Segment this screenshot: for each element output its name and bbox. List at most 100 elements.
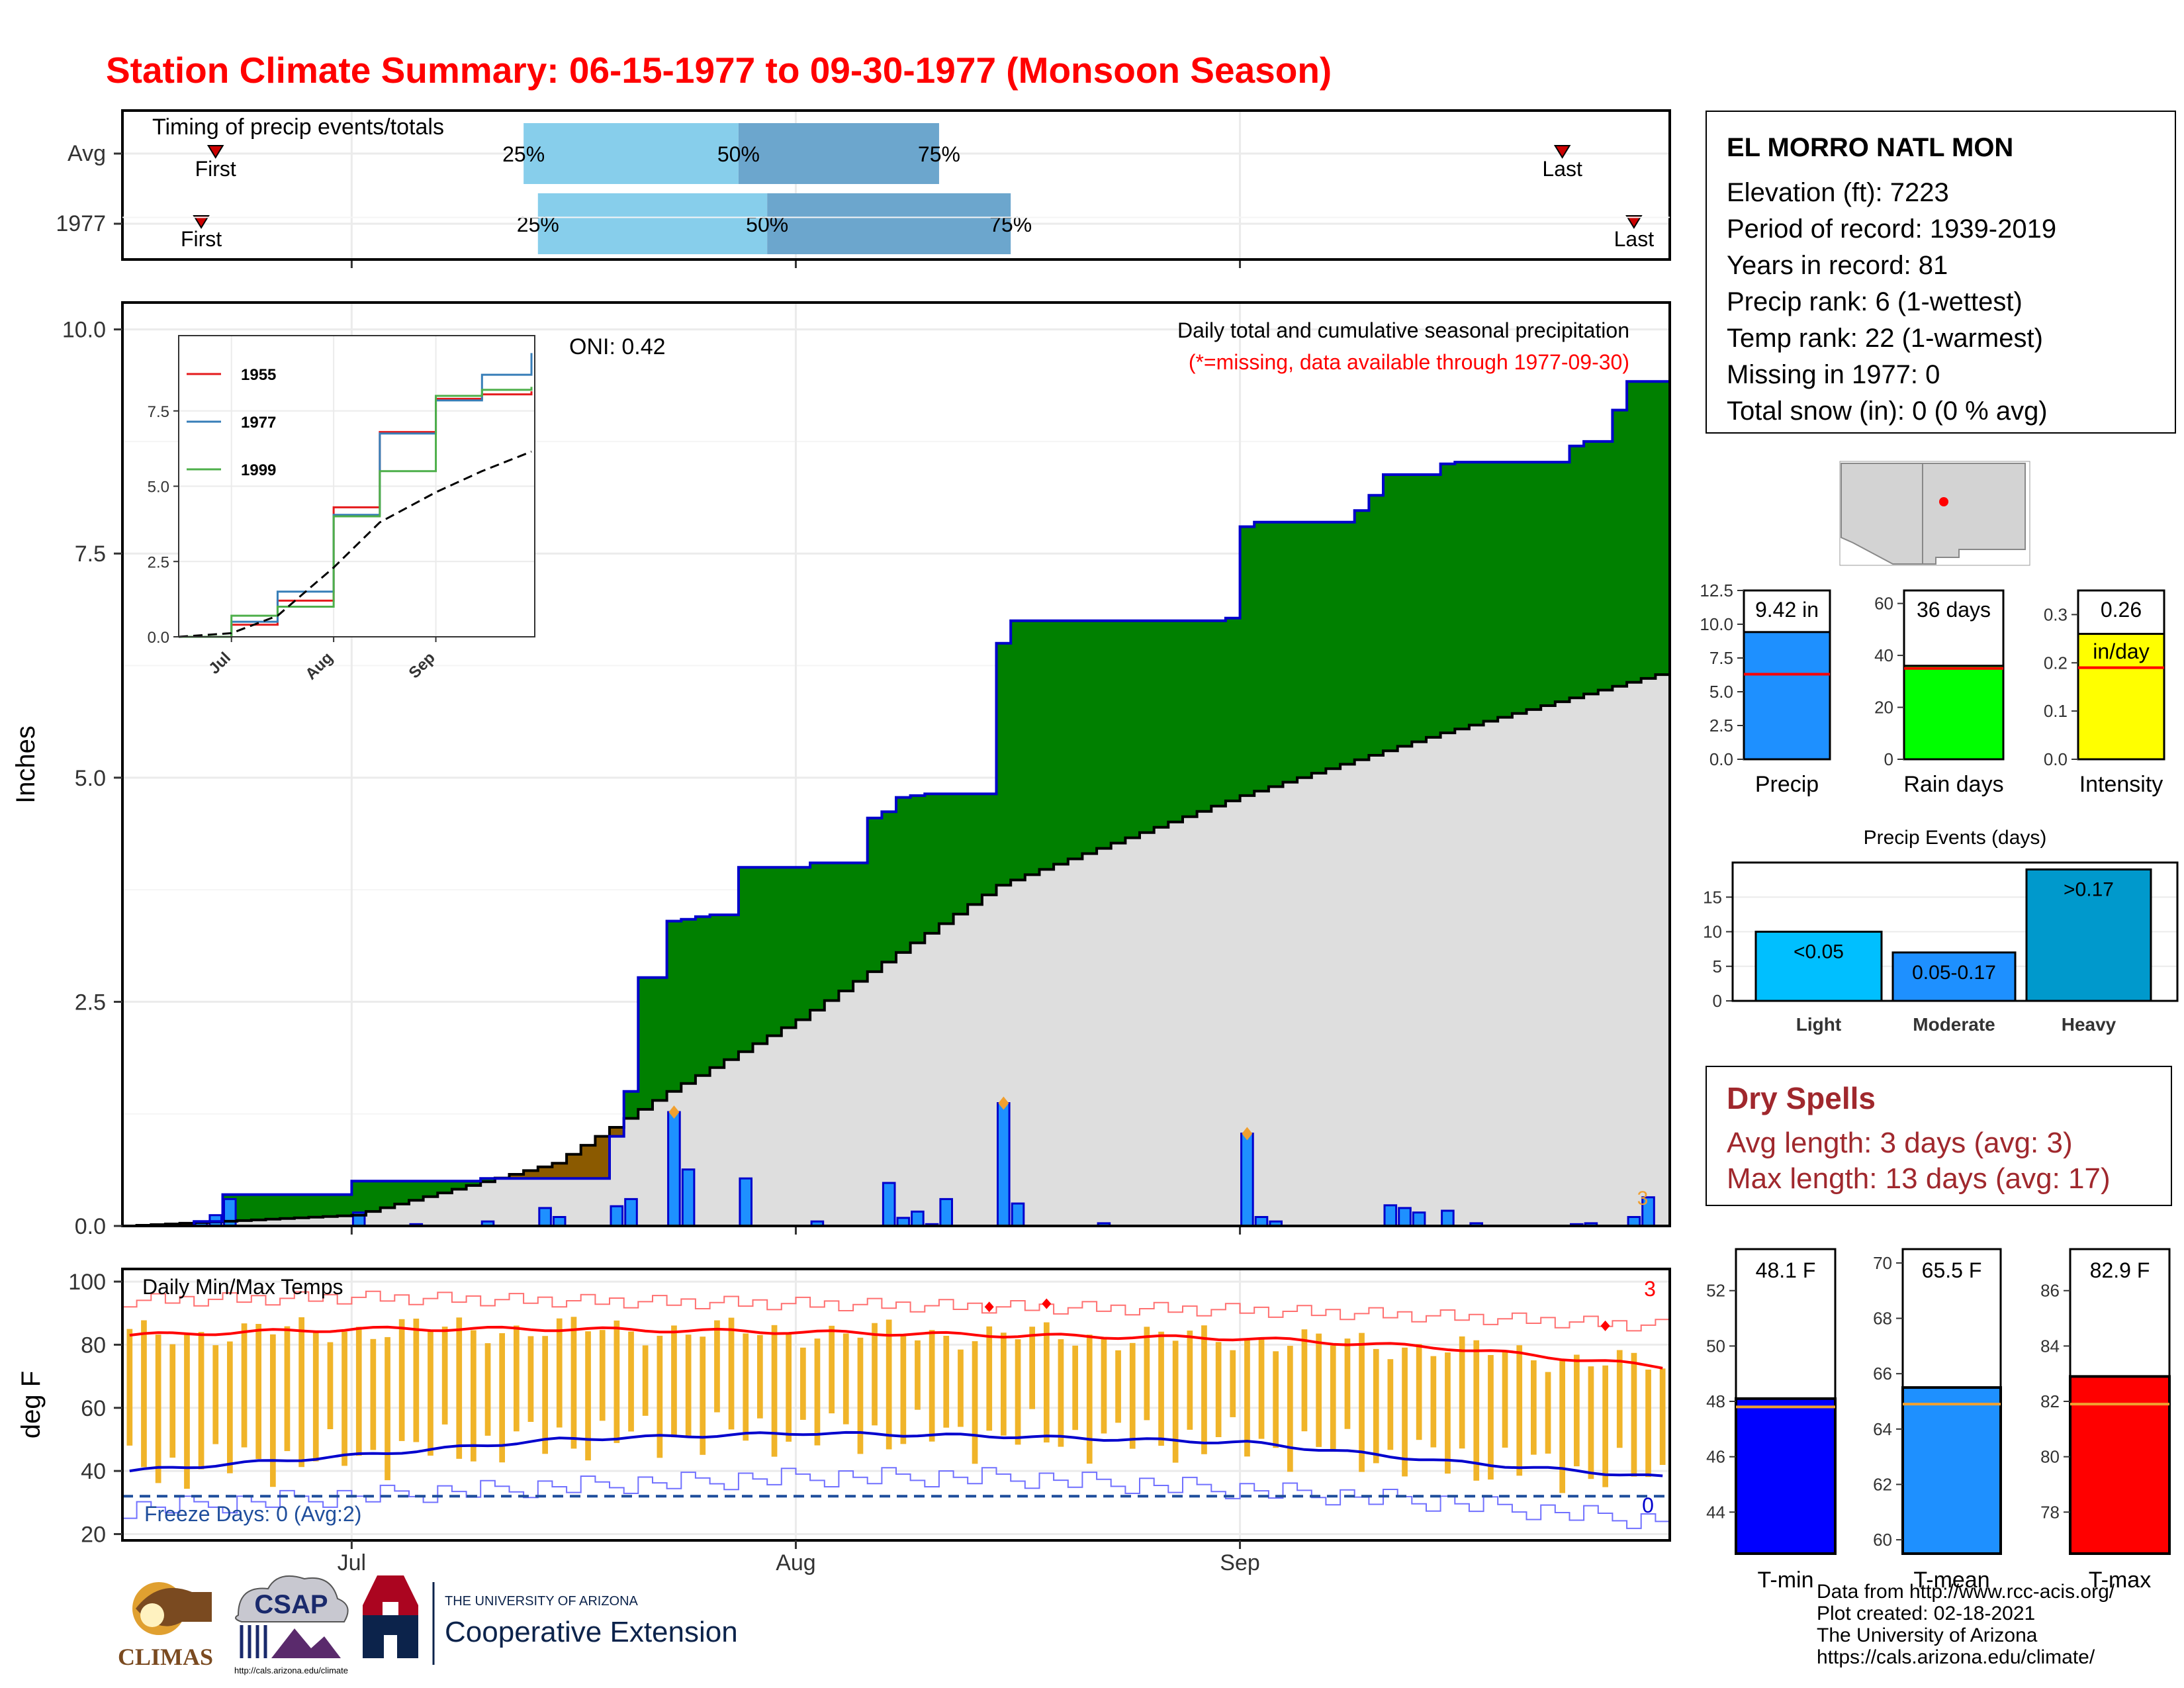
daily-temp-bar	[1001, 1333, 1007, 1436]
daily-temp-bar	[929, 1330, 935, 1442]
above-normal-fill	[1598, 441, 1613, 690]
daily-temp-bar	[1659, 1368, 1666, 1465]
above-normal-fill	[839, 863, 854, 991]
daily-temp-bar	[126, 1329, 133, 1446]
min-record-count: 0	[1642, 1493, 1654, 1517]
daily-temp-bar	[484, 1343, 491, 1436]
daily-temp-bar	[1287, 1346, 1293, 1472]
above-normal-fill	[1412, 475, 1427, 742]
timing-bar-late	[738, 123, 939, 184]
temp-summary-ytick-label: 46	[1706, 1447, 1725, 1467]
timing-title: Timing of precip events/totals	[152, 115, 444, 140]
summary-precip-ytick-label: 7.5	[1709, 648, 1733, 668]
daily-temp-bar	[1330, 1345, 1336, 1452]
above-normal-fill	[996, 643, 1011, 886]
daily-temp-bar	[642, 1345, 649, 1416]
daily-temp-bar	[1445, 1352, 1451, 1474]
csap-logo: CSAP http://cals.arizona.edu/climate	[234, 1575, 349, 1675]
temp-summary-value: 82.9 F	[2090, 1258, 2150, 1282]
above-normal-fill	[968, 794, 983, 905]
temp-summary-ytick-label: 50	[1706, 1336, 1725, 1356]
below-normal-fill	[509, 1174, 524, 1179]
above-normal-fill	[1569, 445, 1584, 698]
events-bar-moderate	[1891, 951, 2017, 1002]
above-normal-fill	[1168, 620, 1183, 822]
temp-xtick-label: Aug	[776, 1550, 816, 1575]
above-normal-fill	[1311, 522, 1326, 773]
daily-temp-bar	[1459, 1336, 1465, 1449]
page-title: Station Climate Summary: 06-15-1977 to 0…	[106, 50, 1332, 91]
above-normal-fill	[882, 812, 897, 962]
timing-bar-early	[537, 193, 768, 254]
timing-last-marker	[1625, 215, 1643, 229]
daily-temp-bar	[685, 1335, 692, 1437]
dry-spells-title: Dry Spells	[1727, 1081, 1876, 1115]
inset-legend-label: 1977	[241, 414, 276, 432]
precip-ytick-label: 0.0	[75, 1214, 106, 1239]
above-normal-fill	[294, 1194, 309, 1218]
timing-last-marker	[1553, 145, 1571, 159]
credits-data-source: Data from http://www.rcc-acis.org/	[1817, 1581, 2115, 1603]
timing-last-label: Last	[1614, 227, 1655, 251]
record-min-line	[122, 1467, 1670, 1529]
summary-precip-value: 36 days	[1917, 598, 1991, 622]
daily-temp-bar	[1588, 1366, 1594, 1479]
daily-temp-bar	[1129, 1342, 1136, 1449]
inset-chart: 0.0 2.5 5.0 7.5 Jul Aug Sep 1955 1977 1999	[148, 335, 535, 683]
daily-temp-bar	[1616, 1350, 1623, 1448]
daily-temp-bar	[1273, 1351, 1279, 1448]
above-normal-fill	[409, 1181, 424, 1201]
above-normal-fill	[810, 863, 825, 1010]
timing-first-marker	[206, 145, 224, 159]
above-normal-fill	[623, 1091, 639, 1119]
temp-summary-ytick-label: 80	[2040, 1447, 2060, 1467]
daily-temp-bar	[155, 1335, 161, 1483]
above-normal-fill	[695, 916, 711, 1076]
above-normal-fill	[781, 867, 796, 1028]
above-normal-fill	[466, 1181, 481, 1186]
daily-temp-bar	[527, 1336, 534, 1422]
above-normal-fill	[653, 977, 668, 1101]
summary-precip-ytick-label: 0.0	[2044, 749, 2068, 769]
above-normal-fill	[437, 1181, 453, 1194]
above-normal-fill	[1397, 475, 1412, 747]
daily-temp-bar	[1359, 1333, 1365, 1472]
daily-temp-bar	[1574, 1354, 1580, 1467]
station-snow: Total snow (in): 0 (0 % avg)	[1727, 397, 2048, 426]
timing-last-label: Last	[1542, 157, 1582, 181]
daily-precip-bar	[1627, 1216, 1641, 1227]
daily-temp-bar	[1602, 1365, 1608, 1487]
summary-precip-ytick-label: 5.0	[1709, 682, 1733, 702]
daily-precip-bar	[681, 1168, 696, 1227]
daily-temp-bar	[1144, 1327, 1150, 1421]
above-normal-fill	[824, 863, 839, 1001]
above-normal-fill	[237, 1194, 252, 1221]
above-normal-fill	[308, 1194, 324, 1217]
daily-precip-bar	[552, 1216, 567, 1227]
temp-summary-ytick-label: 60	[1873, 1530, 1892, 1550]
max-record-count: 3	[1644, 1277, 1656, 1301]
timing-first-label: First	[195, 157, 236, 181]
daily-temp-bar	[900, 1336, 907, 1444]
timing-p50-label: 50%	[717, 142, 760, 166]
daily-temp-bar	[169, 1344, 176, 1458]
daily-precip-bar	[997, 1102, 1011, 1227]
daily-temp-bar	[441, 1327, 448, 1425]
daily-precip-bar	[1011, 1202, 1025, 1227]
daily-precip-bar	[911, 1210, 925, 1227]
daily-temp-bar	[671, 1325, 677, 1438]
timing-first-label: First	[181, 227, 222, 251]
below-normal-fill	[567, 1154, 582, 1179]
credits-plot-created: Plot created: 02-18-2021	[1817, 1603, 2036, 1624]
daily-temp-bar	[814, 1338, 821, 1446]
daily-temp-bar	[1115, 1350, 1121, 1423]
above-normal-fill	[423, 1181, 438, 1197]
above-normal-fill	[1068, 620, 1083, 859]
precip-ytick-label: 7.5	[75, 541, 106, 567]
extreme-precip-marker	[668, 1105, 680, 1119]
temp-summary-label: T-min	[1758, 1568, 1814, 1593]
above-normal-fill	[451, 1181, 467, 1190]
daily-temp-bar	[1086, 1335, 1093, 1464]
timing-bar-late	[767, 193, 1011, 254]
daily-temp-bar	[428, 1331, 433, 1456]
